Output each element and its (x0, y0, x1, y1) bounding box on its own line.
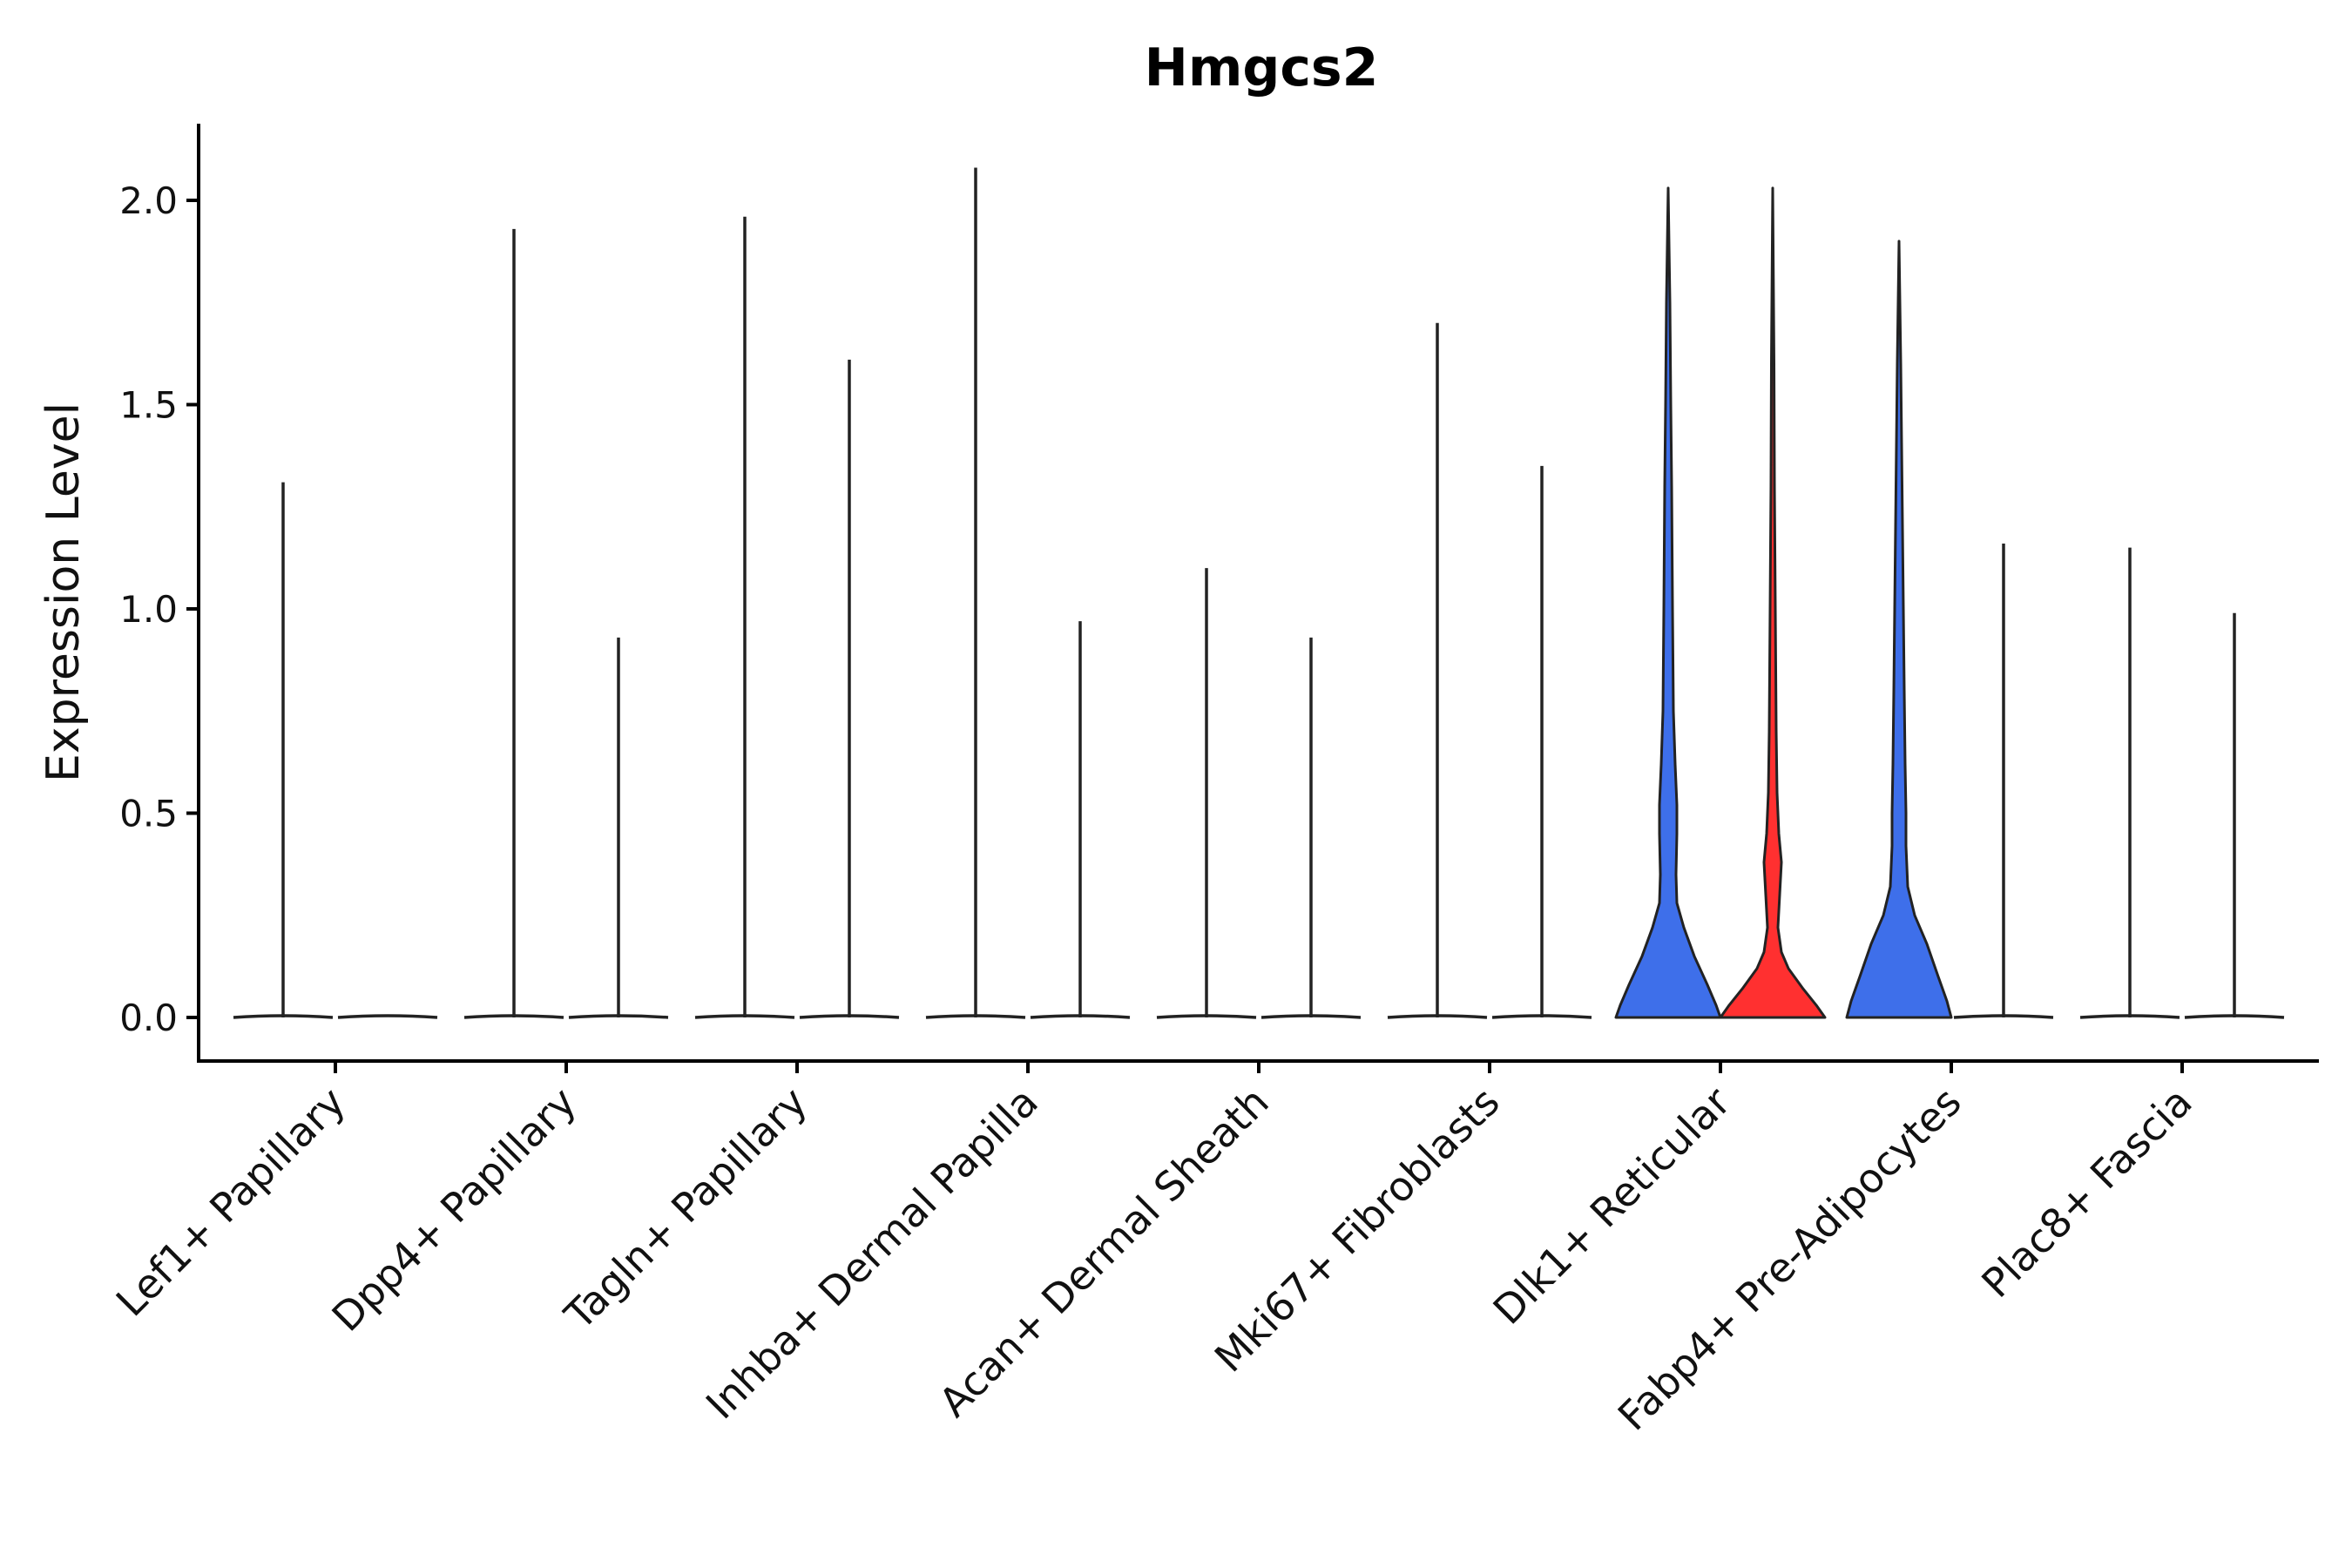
violin-right (1491, 465, 1592, 1019)
violin-left (2079, 547, 2180, 1019)
y-axis-label: Expression Level (37, 402, 90, 782)
violin-body (1845, 240, 1953, 1019)
y-tick-label: 1.5 (119, 384, 178, 427)
y-tick-label: 0.0 (119, 997, 178, 1039)
violin-right (1260, 637, 1362, 1019)
violin-base (337, 1014, 438, 1019)
violin-group (1156, 568, 1362, 1019)
y-tick-label: 2.0 (119, 179, 178, 222)
violin-body (1719, 186, 1827, 1019)
x-tick-label: Dpp4+ Papillary (323, 1078, 585, 1341)
violin-group (233, 482, 438, 1019)
x-tick-label: Dlk1+ Reticular (1484, 1078, 1740, 1334)
y-tick-label: 1.0 (119, 588, 178, 631)
violin-group (1845, 240, 2054, 1019)
violin-group (925, 167, 1131, 1019)
violin-right (2184, 612, 2285, 1019)
violin-left (694, 216, 795, 1019)
violin-left (1614, 186, 1722, 1019)
violin-group (1387, 322, 1592, 1019)
violin-left (1156, 568, 1257, 1019)
violin-right (337, 1014, 438, 1019)
violin-group (2079, 547, 2285, 1019)
violin-right (1030, 621, 1131, 1019)
x-tick-label: Lef1+ Papillary (107, 1078, 355, 1326)
y-ticks: 0.0 0.5 1.0 1.5 2.0 (119, 179, 199, 1039)
x-tick-label: Plac8+ Fascia (1972, 1078, 2200, 1307)
x-tick-label: Tagln+ Papillary (555, 1078, 816, 1340)
violin-left (463, 228, 564, 1019)
violin-right (799, 359, 900, 1019)
violin-group (463, 228, 669, 1019)
violin-right (1953, 543, 2054, 1019)
chart-title: Hmgcs2 (1145, 37, 1379, 98)
violin-right (1719, 186, 1827, 1019)
violin-group (1614, 186, 1827, 1019)
y-tick-label: 0.5 (119, 793, 178, 835)
violin-body (1614, 186, 1722, 1019)
violin-right (568, 637, 669, 1019)
violin-left (1387, 322, 1488, 1019)
violins-layer (233, 167, 2285, 1019)
violin-group (694, 216, 900, 1019)
violin-left (1845, 240, 1953, 1019)
violin-left (925, 167, 1026, 1019)
violin-left (233, 482, 334, 1019)
